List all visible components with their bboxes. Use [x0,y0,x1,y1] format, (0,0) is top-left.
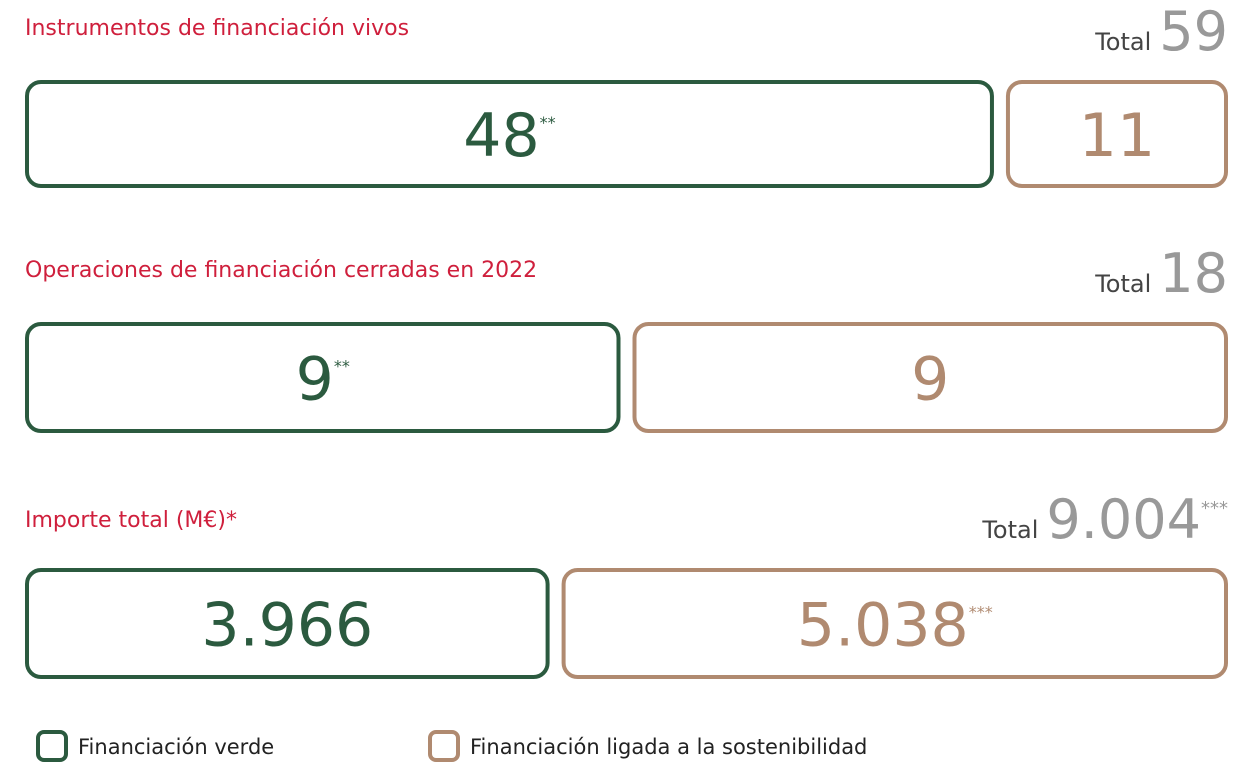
legend-swatch [428,730,460,762]
value-box [1005,80,1228,188]
value-label: 48 [463,101,539,171]
legend-label: Financiación verde [78,735,274,759]
total-value: 18 [1159,242,1228,305]
total-label: Total [1094,270,1151,298]
value-box [632,322,1228,433]
value-note: *** [969,603,993,622]
total: Total 59 [1094,0,1228,63]
value-text: 9** [296,345,350,415]
value-label: 11 [1079,101,1155,171]
value-label: 9 [911,345,949,415]
value-text: 3.966 [201,591,373,661]
value-text: 9 [911,345,949,415]
total-value: 59 [1159,0,1228,63]
total-note: *** [1201,498,1228,519]
value-label: 5.038 [797,591,969,661]
value-box [561,568,1228,679]
value-text: 48** [463,101,555,171]
total-value: 9.004 [1046,488,1201,551]
value-label: 9 [296,345,334,415]
value-text: 11 [1079,101,1155,171]
value-note: ** [540,113,556,132]
total: Total 18 [1094,242,1228,305]
total-label: Total [981,516,1038,544]
section-title: Importe total (M€)* [25,508,237,533]
legend-label: Financiación ligada a la sostenibilidad [470,735,867,759]
value-box [25,568,550,679]
value-note: ** [334,357,350,376]
value-text: 5.038*** [797,591,993,661]
section-title: Operaciones de financiación cerradas en … [25,258,537,283]
value-box [25,80,994,188]
value-label: 3.966 [201,591,373,661]
value-box [25,322,621,433]
section-title: Instrumentos de financiación vivos [25,16,409,41]
total-label: Total [1094,28,1151,56]
total: Total 9.004*** [981,488,1228,551]
legend-swatch [36,730,68,762]
